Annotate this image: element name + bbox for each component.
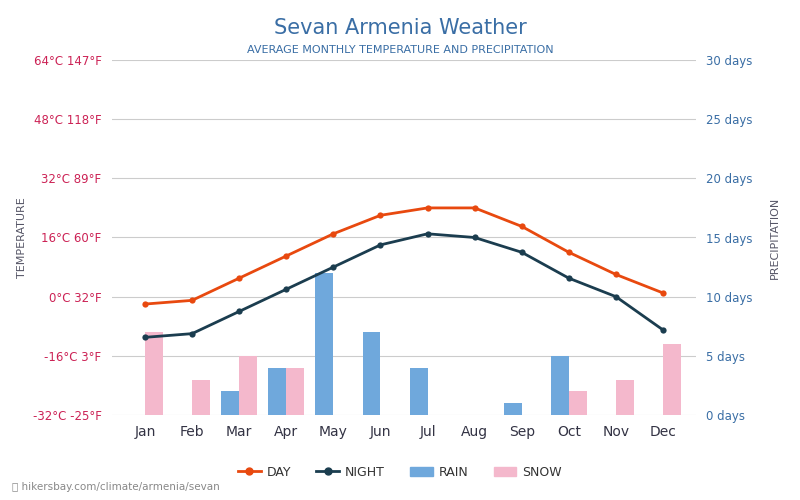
Text: ⛰ hikersbay.com/climate/armenia/sevan: ⛰ hikersbay.com/climate/armenia/sevan — [12, 482, 220, 492]
Y-axis label: TEMPERATURE: TEMPERATURE — [17, 197, 27, 278]
Bar — [286, 368, 304, 415]
Bar — [315, 273, 334, 415]
Bar — [410, 368, 427, 415]
Bar — [362, 332, 381, 415]
Text: Sevan Armenia Weather: Sevan Armenia Weather — [274, 18, 526, 38]
Bar — [145, 332, 163, 415]
Bar — [569, 392, 586, 415]
Bar — [239, 356, 257, 415]
Bar — [616, 380, 634, 415]
Bar — [663, 344, 681, 415]
Bar — [268, 368, 286, 415]
Bar — [222, 392, 239, 415]
Bar — [504, 403, 522, 415]
Y-axis label: PRECIPITATION: PRECIPITATION — [770, 196, 779, 278]
Bar — [551, 356, 569, 415]
Text: AVERAGE MONTHLY TEMPERATURE AND PRECIPITATION: AVERAGE MONTHLY TEMPERATURE AND PRECIPIT… — [246, 45, 554, 55]
Bar — [192, 380, 210, 415]
Legend: DAY, NIGHT, RAIN, SNOW: DAY, NIGHT, RAIN, SNOW — [233, 461, 567, 484]
